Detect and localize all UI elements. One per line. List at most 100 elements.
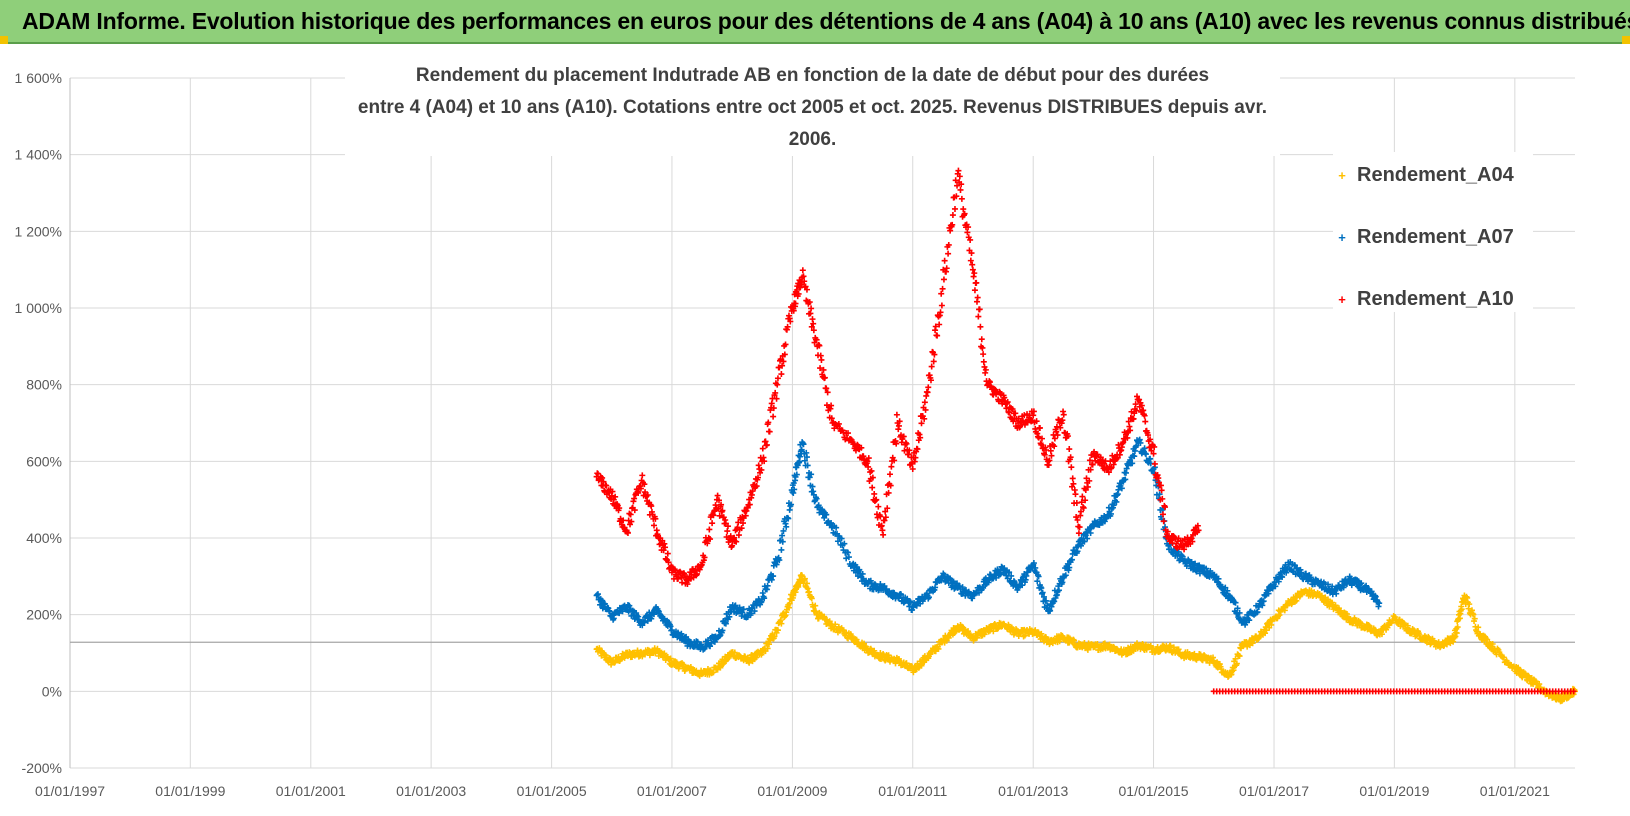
data-point bbox=[1077, 542, 1084, 549]
data-point bbox=[790, 307, 797, 314]
data-point bbox=[1142, 418, 1149, 425]
data-point bbox=[790, 489, 797, 496]
data-point bbox=[765, 641, 772, 648]
data-point bbox=[1159, 511, 1166, 518]
data-point bbox=[639, 472, 646, 479]
data-point bbox=[667, 655, 674, 662]
data-point bbox=[1051, 443, 1058, 450]
data-point bbox=[1372, 593, 1379, 600]
data-point bbox=[1044, 602, 1051, 609]
data-point bbox=[918, 420, 925, 427]
data-point bbox=[1009, 406, 1016, 413]
data-point bbox=[651, 522, 658, 529]
data-point bbox=[956, 173, 963, 180]
data-point bbox=[877, 513, 884, 520]
data-point bbox=[1131, 453, 1138, 460]
data-point bbox=[832, 621, 839, 628]
data-point bbox=[784, 323, 791, 330]
data-point bbox=[1038, 435, 1045, 442]
data-point bbox=[1358, 580, 1365, 587]
data-point bbox=[816, 342, 823, 349]
series-Rendement_A10 bbox=[593, 167, 1202, 588]
data-point bbox=[772, 389, 779, 396]
data-point bbox=[758, 466, 765, 473]
data-point bbox=[932, 584, 939, 591]
data-point bbox=[749, 488, 756, 495]
data-point bbox=[1466, 601, 1473, 608]
data-point bbox=[740, 606, 747, 613]
data-point bbox=[1460, 597, 1467, 604]
data-point bbox=[1064, 433, 1071, 440]
data-point bbox=[1077, 508, 1084, 515]
data-point bbox=[823, 385, 830, 392]
data-point bbox=[815, 502, 822, 509]
chart-title-line1: Rendement du placement Indutrade AB en f… bbox=[415, 65, 1210, 86]
data-point bbox=[823, 511, 830, 518]
data-point bbox=[795, 290, 802, 297]
data-point bbox=[1147, 436, 1154, 443]
data-point bbox=[945, 250, 952, 257]
data-point bbox=[871, 490, 878, 497]
data-point bbox=[1254, 609, 1261, 616]
data-point bbox=[1004, 399, 1011, 406]
data-point bbox=[798, 446, 805, 453]
data-point bbox=[662, 544, 669, 551]
data-point bbox=[1079, 493, 1086, 500]
x-tick-label: 01/01/2007 bbox=[637, 783, 707, 799]
data-point bbox=[1105, 469, 1112, 476]
legend-label-a07: Rendement_A07 bbox=[1357, 225, 1514, 248]
data-point bbox=[906, 447, 913, 454]
data-point bbox=[1246, 617, 1253, 624]
data-point bbox=[875, 503, 882, 510]
data-point bbox=[820, 366, 827, 373]
data-point bbox=[735, 532, 742, 539]
data-point bbox=[1041, 451, 1048, 458]
data-point bbox=[1048, 452, 1055, 459]
data-point bbox=[971, 287, 978, 294]
data-point bbox=[1038, 585, 1045, 592]
data-point bbox=[928, 363, 935, 370]
data-point bbox=[1470, 611, 1477, 618]
data-point bbox=[1059, 417, 1066, 424]
banner-title: ADAM Informe. Evolution historique des p… bbox=[22, 7, 1630, 34]
data-point bbox=[912, 454, 919, 461]
y-axis-labels: -200% 0% 200% 400% 600% 800% 1 000% 1 200% 1 400… bbox=[15, 70, 62, 776]
data-point bbox=[1119, 440, 1126, 447]
data-point bbox=[1082, 486, 1089, 493]
data-point bbox=[600, 478, 607, 485]
chart-title-line2: entre 4 (A04) et 10 ans (A10). Cotations… bbox=[357, 97, 1268, 150]
data-point bbox=[644, 491, 651, 498]
corner-mark bbox=[0, 36, 8, 44]
data-point bbox=[1074, 517, 1081, 524]
data-point bbox=[1148, 447, 1155, 454]
data-point bbox=[941, 257, 948, 264]
data-point bbox=[885, 489, 892, 496]
data-point bbox=[940, 276, 947, 283]
data-point bbox=[930, 358, 937, 365]
data-point bbox=[1084, 535, 1091, 542]
data-point bbox=[706, 526, 713, 533]
data-point bbox=[1075, 530, 1082, 537]
data-point bbox=[1234, 605, 1241, 612]
data-point bbox=[620, 517, 627, 524]
corner-mark bbox=[1622, 36, 1630, 44]
data-point bbox=[980, 351, 987, 358]
data-point bbox=[1118, 485, 1125, 492]
data-point bbox=[698, 641, 705, 648]
data-point bbox=[800, 441, 807, 448]
data-point bbox=[812, 602, 819, 609]
data-point bbox=[1081, 538, 1088, 545]
data-point bbox=[909, 606, 916, 613]
data-point bbox=[1066, 446, 1073, 453]
data-point bbox=[1055, 587, 1062, 594]
data-point bbox=[1142, 451, 1149, 458]
data-point bbox=[918, 662, 925, 669]
data-point bbox=[886, 471, 893, 478]
data-point bbox=[1053, 423, 1060, 430]
x-tick-label: 01/01/2021 bbox=[1480, 783, 1550, 799]
data-point bbox=[779, 532, 786, 539]
data-point bbox=[707, 536, 714, 543]
x-tick-label: 01/01/2017 bbox=[1239, 783, 1309, 799]
zero-band bbox=[1210, 688, 1577, 695]
data-point bbox=[971, 270, 978, 277]
